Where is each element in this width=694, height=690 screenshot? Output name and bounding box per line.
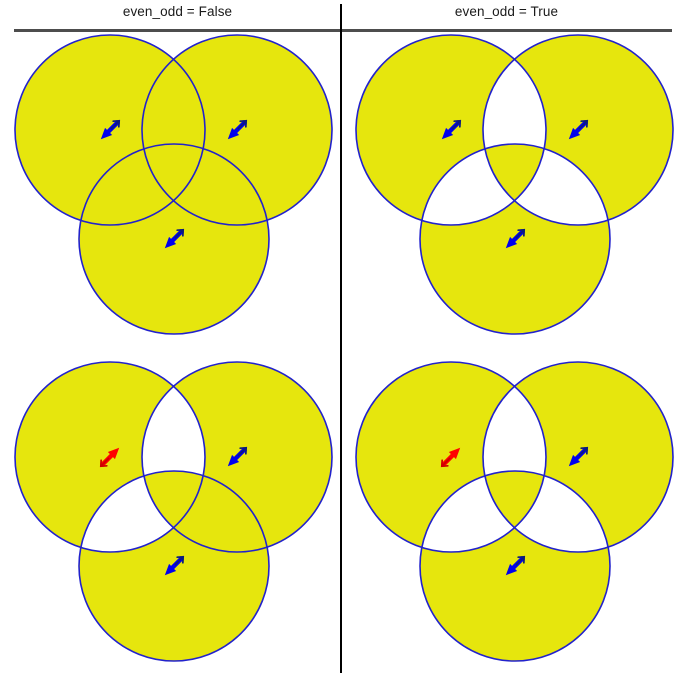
bottom-circle-outline [419, 143, 611, 335]
column-divider-vertical [340, 4, 342, 673]
top-right-circle-outline [482, 361, 674, 553]
direction-arrow-bottom [164, 555, 185, 576]
direction-arrow-top-left [441, 119, 462, 140]
top-left-circle-outline [355, 361, 547, 553]
filled-region-nonzero [15, 35, 332, 334]
column-title-even-odd-false: even_odd = False [122, 4, 233, 19]
top-left-circle-outline [14, 361, 206, 553]
direction-arrow-top-right [568, 446, 589, 467]
direction-arrow-bottom [164, 228, 185, 249]
panel-row2-even-odd-false [0, 361, 347, 686]
filled-region-evenodd [356, 35, 673, 334]
panel-row2-even-odd-true [341, 361, 688, 686]
top-left-circle-outline [355, 34, 547, 226]
direction-arrow-top-left-reversed [99, 447, 120, 468]
top-right-circle-outline [141, 34, 333, 226]
header-divider-horizontal [14, 29, 672, 32]
top-right-circle-outline [482, 34, 674, 226]
top-right-circle-outline [141, 361, 333, 553]
bottom-circle-outline [78, 470, 270, 662]
direction-arrow-top-left-reversed [440, 447, 461, 468]
column-title-even-odd-true: even_odd = True [454, 4, 559, 19]
panel-row1-even-odd-false [0, 34, 347, 359]
bottom-circle-outline [78, 143, 270, 335]
direction-arrow-top-right [568, 119, 589, 140]
panel-row1-even-odd-true [341, 34, 688, 359]
filled-region-evenodd-reversed [356, 362, 673, 661]
direction-arrow-bottom [505, 555, 526, 576]
top-left-circle-outline [14, 34, 206, 226]
direction-arrow-top-left [100, 119, 121, 140]
bottom-circle-outline [419, 470, 611, 662]
direction-arrow-bottom [505, 228, 526, 249]
direction-arrow-top-right [227, 446, 248, 467]
filled-region-nonzero-reversed [15, 362, 332, 661]
direction-arrow-top-right [227, 119, 248, 140]
